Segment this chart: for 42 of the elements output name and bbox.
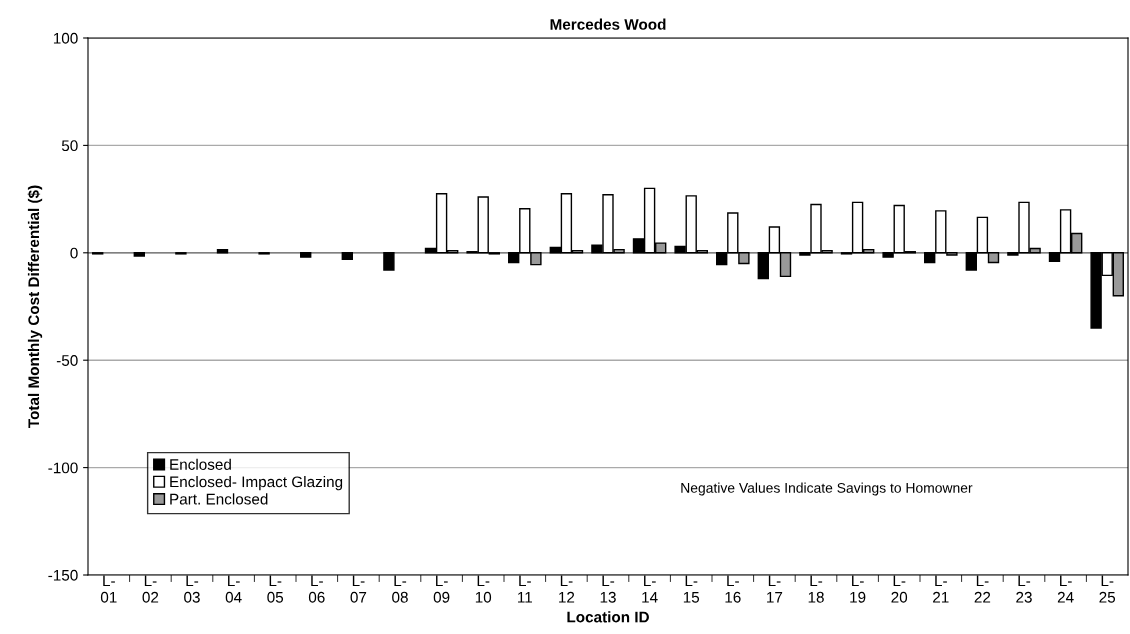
- x-tick-label: L- 25: [1099, 575, 1116, 603]
- x-tick-label: L- 03: [184, 575, 200, 603]
- x-tick-label: L- 10: [475, 575, 492, 603]
- x-tick-label: L- 06: [308, 575, 325, 603]
- x-tick-label: L- 14: [642, 575, 658, 603]
- x-tick-label: L- 04: [225, 575, 242, 603]
- x-tick-label: L- 24: [1057, 575, 1074, 603]
- x-tick-label: L- 05: [267, 575, 284, 603]
- bar: [341, 252, 353, 260]
- x-tick-label: L- 07: [350, 575, 367, 603]
- bar: [133, 252, 145, 257]
- x-tick-label: L- 12: [559, 575, 575, 603]
- x-tick-label: L- 20: [891, 575, 908, 603]
- x-tick-label: L- 01: [100, 575, 117, 603]
- x-tick-label: L- 23: [1016, 575, 1032, 603]
- x-tick-label: L- 08: [392, 575, 408, 603]
- legend-label: Part. Enclosed: [170, 493, 268, 505]
- x-tick-label: L- 21: [933, 575, 949, 603]
- x-axis-title: Location ID: [567, 611, 649, 623]
- bar: [383, 252, 395, 271]
- y-tick-label: -150: [48, 569, 78, 581]
- chart-title: Mercedes Wood: [550, 18, 666, 30]
- legend-label: Enclosed- Impact Glazing: [170, 476, 343, 491]
- x-tick-label: L- 16: [725, 575, 741, 603]
- y-tick-label: 100: [53, 32, 78, 44]
- x-tick-label: L- 18: [808, 575, 824, 603]
- y-tick-label: -50: [56, 355, 78, 366]
- x-tick-label: L- 17: [767, 575, 783, 603]
- x-tick-label: L- 09: [433, 575, 450, 603]
- x-tick-label: L- 11: [518, 575, 532, 603]
- y-tick-label: -100: [48, 462, 78, 474]
- y-tick-label: 50: [61, 140, 78, 152]
- bar: [300, 252, 312, 258]
- annotation: Negative Values Indicate Savings to Homowner: [681, 482, 973, 496]
- x-tick-label: L- 19: [850, 575, 866, 603]
- x-tick-label: L- 02: [142, 575, 159, 603]
- y-axis-title: Total Monthly Cost Differential ($): [27, 185, 43, 428]
- x-tick-label: L- 13: [600, 575, 616, 603]
- legend-label: Enclosed: [170, 458, 231, 470]
- y-tick-label: 0: [70, 247, 78, 259]
- x-tick-label: L- 22: [974, 575, 991, 603]
- x-tick-label: L- 15: [683, 575, 700, 603]
